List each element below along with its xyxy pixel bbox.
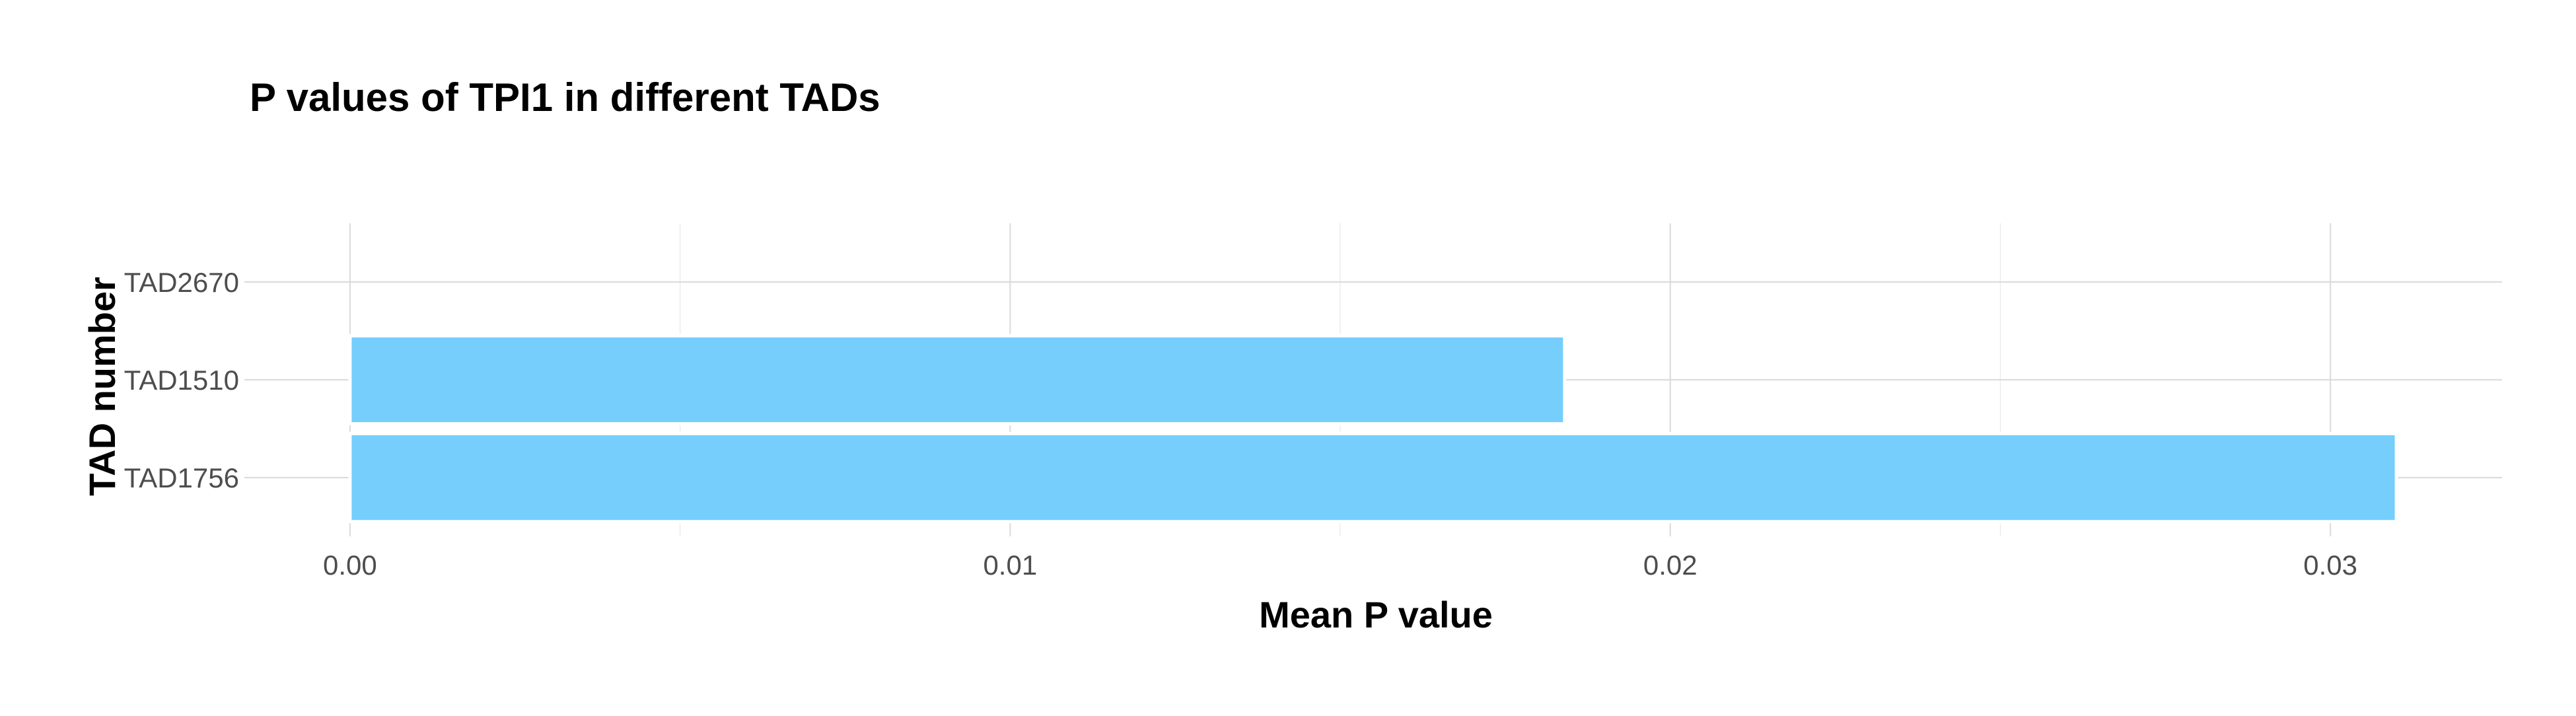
bar-tad1510 bbox=[348, 334, 1567, 426]
bar-tad1756 bbox=[348, 431, 2398, 524]
x-axis-title: Mean P value bbox=[1259, 594, 1493, 635]
tick-layer: TAD1756 TAD1510 TAD2670 0.00 0.01 0.02 0.03 bbox=[124, 267, 2357, 581]
y-tick-label: TAD1510 bbox=[124, 365, 239, 396]
y-tick-label: TAD2670 bbox=[124, 267, 239, 298]
bar-layer bbox=[348, 334, 2398, 524]
x-tick-label: 0.03 bbox=[2303, 550, 2357, 581]
y-axis-title: TAD number bbox=[81, 277, 123, 496]
x-tick-label: 0.01 bbox=[983, 550, 1037, 581]
x-tick-label: 0.02 bbox=[1643, 550, 1698, 581]
chart-title: P values of TPI1 in different TADs bbox=[250, 75, 880, 120]
x-tick-label: 0.00 bbox=[323, 550, 377, 581]
y-tick-label: TAD1756 bbox=[124, 462, 239, 493]
